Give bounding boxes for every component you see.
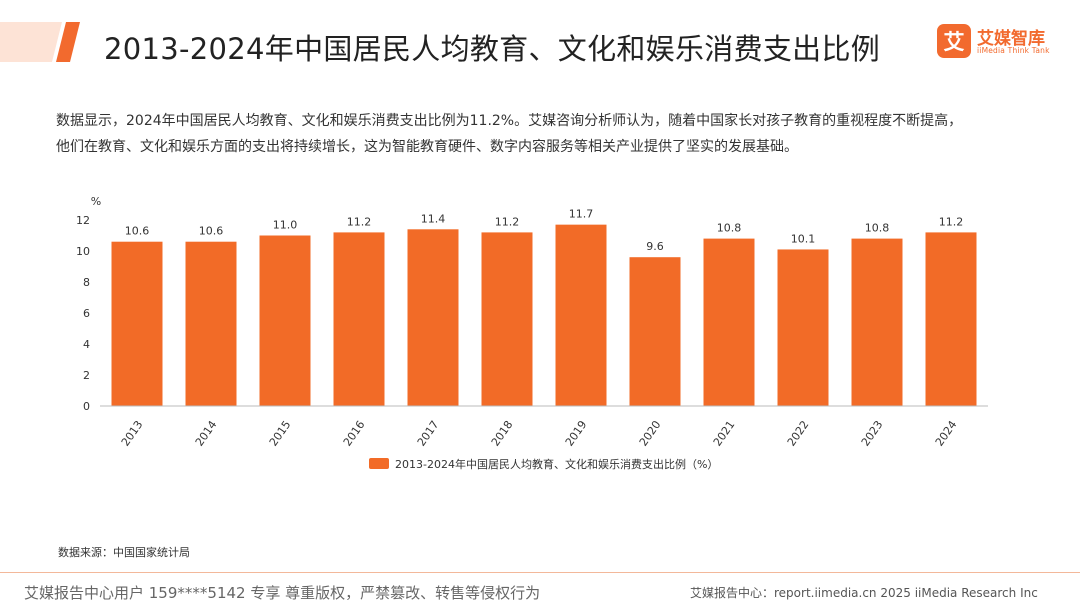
bar-value-label: 10.1 [791, 232, 816, 245]
bar [481, 232, 533, 406]
bar [703, 238, 755, 406]
bar [333, 232, 385, 406]
bar [111, 241, 163, 406]
brand-logo: 艾 艾媒智库 iiMedia Think Tank [937, 22, 1057, 62]
bar-value-label: 10.8 [865, 222, 890, 235]
footer-copyright-notice: 艾媒报告中心用户 159****5142 专享 尊重版权，严禁篡改、转售等侵权行… [24, 584, 541, 602]
x-tick-label: 2017 [415, 418, 442, 448]
description-line-2: 他们在教育、文化和娱乐方面的支出将持续增长，这为智能教育硬件、数字内容服务等相关… [56, 139, 798, 155]
x-tick-label: 2024 [933, 418, 960, 448]
bar [851, 238, 903, 406]
legend-label: 2013-2024年中国居民人均教育、文化和娱乐消费支出比例（%） [395, 457, 718, 471]
x-tick-label: 2015 [267, 418, 294, 448]
bar [777, 249, 829, 406]
bar [555, 224, 607, 406]
y-tick-label: 2 [83, 369, 90, 382]
y-axis-unit-label: % [91, 195, 101, 208]
x-tick-label: 2022 [785, 418, 812, 448]
y-tick-label: 12 [76, 214, 90, 227]
bar-value-label: 11.2 [939, 215, 964, 228]
bar-value-label: 11.7 [569, 208, 594, 221]
x-tick-label: 2018 [489, 418, 516, 448]
x-tick-label: 2020 [637, 418, 664, 448]
legend-swatch [369, 458, 389, 469]
y-tick-label: 8 [83, 276, 90, 289]
x-tick-label: 2019 [563, 418, 590, 448]
logo-mark-icon: 艾 [937, 24, 971, 58]
y-tick-label: 0 [83, 400, 90, 413]
bar [259, 235, 311, 406]
bar-value-label: 11.0 [273, 219, 298, 232]
bar [925, 232, 977, 406]
data-source: 数据来源：中国国家统计局 [58, 546, 190, 559]
bar-value-label: 10.8 [717, 222, 742, 235]
x-tick-label: 2023 [859, 418, 886, 448]
x-tick-label: 2014 [193, 418, 220, 448]
x-tick-label: 2016 [341, 418, 368, 448]
logo-mark-glyph: 艾 [944, 30, 965, 54]
footer-site-info: 艾媒报告中心：report.iimedia.cn 2025 iiMedia Re… [690, 586, 1038, 600]
logo-tagline: iiMedia Think Tank [977, 46, 1050, 55]
description-line-1: 数据显示，2024年中国居民人均教育、文化和娱乐消费支出比例为11.2%。艾媒咨… [56, 113, 963, 129]
header-stripe-decoration [0, 22, 80, 62]
y-tick-label: 6 [83, 307, 90, 320]
bar-chart: % 0 2 4 6 8 10 12 10.6 2013 10.6 2014 11.0 2015 11.2 20… [76, 195, 988, 471]
bar-value-label: 10.6 [125, 225, 150, 238]
x-tick-label: 2021 [711, 418, 738, 448]
bar-value-label: 10.6 [199, 225, 224, 238]
footer-divider [0, 572, 1080, 573]
bar-value-label: 11.4 [421, 212, 446, 225]
bar [407, 229, 459, 406]
page-title: 2013-2024年中国居民人均教育、文化和娱乐消费支出比例 [104, 32, 881, 66]
bar [185, 241, 237, 406]
bar-value-label: 11.2 [347, 215, 372, 228]
bar-value-label: 9.6 [646, 240, 664, 253]
y-tick-label: 10 [76, 245, 90, 258]
bar-value-label: 11.2 [495, 215, 520, 228]
x-tick-label: 2013 [119, 418, 146, 448]
description-text: 数据显示，2024年中国居民人均教育、文化和娱乐消费支出比例为11.2%。艾媒咨… [56, 108, 1036, 160]
bar [629, 257, 681, 406]
y-tick-label: 4 [83, 338, 90, 351]
logo-name: 艾媒智库 [977, 29, 1045, 49]
